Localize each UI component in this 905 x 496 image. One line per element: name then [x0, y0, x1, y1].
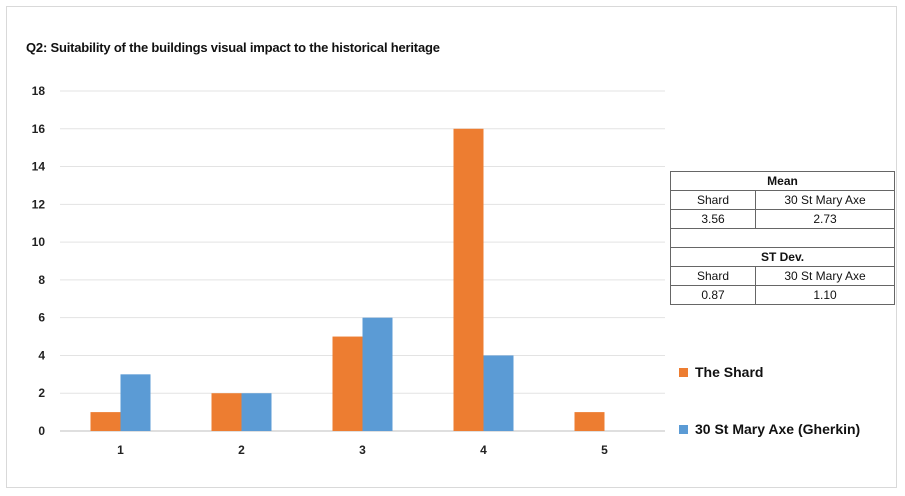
mean-col-gherkin: 30 St Mary Axe — [755, 190, 895, 210]
stdev-header: ST Dev. — [670, 247, 895, 267]
bar-gherkin-3 — [362, 317, 393, 431]
y-tick-label: 14 — [32, 160, 46, 174]
bar-shard-4 — [453, 128, 484, 431]
mean-header: Mean — [670, 171, 895, 191]
stdev-value-gherkin: 1.10 — [755, 285, 895, 305]
legend-item-shard: The Shard — [679, 364, 763, 380]
bar-gherkin-1 — [120, 374, 151, 431]
table-spacer-row — [670, 228, 895, 248]
y-tick-label: 10 — [32, 235, 46, 249]
x-tick-label: 4 — [480, 443, 487, 457]
bars — [90, 128, 605, 431]
bar-shard-1 — [90, 412, 121, 431]
x-axis-ticks: 1 2 3 4 5 — [117, 443, 608, 457]
y-tick-label: 12 — [32, 197, 46, 211]
y-tick-label: 2 — [38, 386, 45, 400]
legend-item-gherkin: 30 St Mary Axe (Gherkin) — [679, 421, 860, 437]
stdev-col-gherkin: 30 St Mary Axe — [755, 266, 895, 286]
mean-value-gherkin: 2.73 — [755, 209, 895, 229]
bar-shard-5 — [574, 412, 605, 431]
y-tick-label: 4 — [38, 348, 45, 362]
x-tick-label: 5 — [601, 443, 608, 457]
y-tick-label: 16 — [32, 122, 46, 136]
bar-shard-2 — [211, 393, 242, 431]
x-tick-label: 3 — [359, 443, 366, 457]
y-tick-label: 8 — [38, 273, 45, 287]
y-tick-label: 6 — [38, 311, 45, 325]
bar-shard-3 — [332, 336, 363, 431]
statistics-table: Mean Shard 30 St Mary Axe 3.56 2.73 ST D… — [670, 171, 895, 305]
y-tick-label: 0 — [38, 424, 45, 438]
y-tick-label: 18 — [32, 84, 46, 98]
y-axis-ticks: 0 2 4 6 8 10 12 14 16 18 — [32, 84, 46, 438]
x-tick-label: 2 — [238, 443, 245, 457]
mean-col-shard: Shard — [670, 190, 756, 210]
legend-swatch-shard — [679, 367, 688, 377]
legend-swatch-gherkin — [679, 424, 688, 434]
chart-title: Q2: Suitability of the buildings visual … — [26, 40, 440, 55]
stdev-col-shard: Shard — [670, 266, 756, 286]
x-tick-label: 1 — [117, 443, 124, 457]
mean-value-shard: 3.56 — [670, 209, 756, 229]
legend-label-shard: The Shard — [695, 364, 764, 380]
bar-gherkin-2 — [241, 393, 272, 431]
legend-label-gherkin: 30 St Mary Axe (Gherkin) — [695, 421, 861, 437]
stdev-value-shard: 0.87 — [670, 285, 756, 305]
bar-gherkin-4 — [483, 355, 514, 431]
